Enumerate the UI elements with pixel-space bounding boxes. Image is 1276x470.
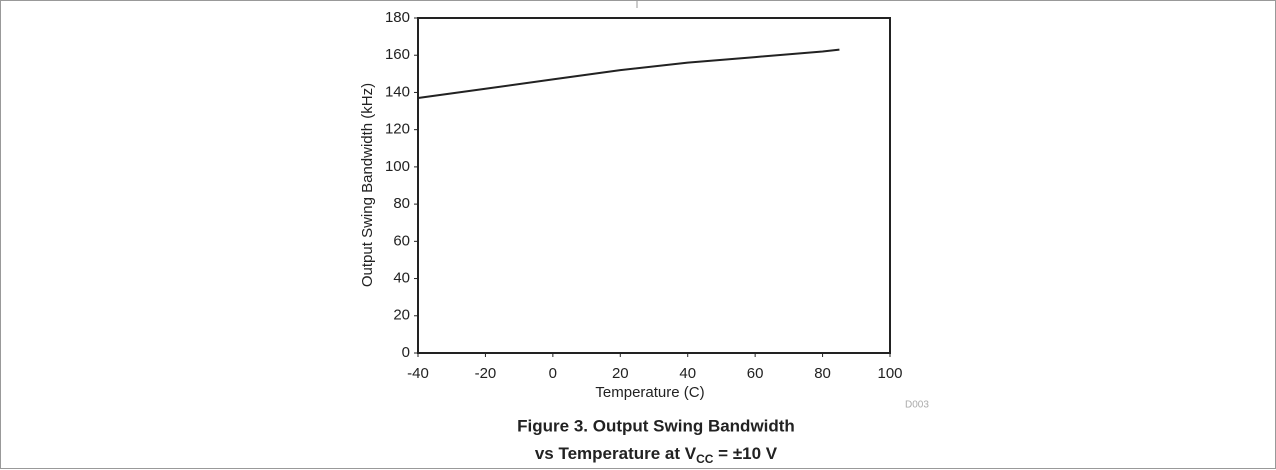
x-tick-label: 80 xyxy=(814,365,831,382)
caption-line: Figure 3. Output Swing Bandwidth xyxy=(517,416,795,435)
y-tick-label: 40 xyxy=(393,270,410,287)
x-tick-label: -40 xyxy=(407,365,429,382)
y-tick-label: 0 xyxy=(402,344,410,361)
y-tick-label: 180 xyxy=(385,9,410,26)
caption-text: = ±10 V xyxy=(713,444,777,463)
x-tick-label: -20 xyxy=(475,365,497,382)
y-tick-label: 160 xyxy=(385,46,410,63)
x-tick-label: 100 xyxy=(877,365,902,382)
caption-text: vs Temperature at V xyxy=(535,444,697,463)
x-tick-label: 40 xyxy=(679,365,696,382)
figure-code: D003 xyxy=(905,400,929,411)
x-axis-label: Temperature (C) xyxy=(595,384,704,401)
y-tick-label: 120 xyxy=(385,121,410,138)
x-tick-label: 60 xyxy=(747,365,764,382)
x-tick-label: 0 xyxy=(549,365,557,382)
y-axis-label: Output Swing Bandwidth (kHz) xyxy=(359,83,376,287)
y-tick-label: 100 xyxy=(385,158,410,175)
caption-line: vs Temperature at VCC = ±10 V xyxy=(535,444,778,466)
y-tick-label: 60 xyxy=(393,232,410,249)
caption-subscript: CC xyxy=(696,452,714,466)
data-line xyxy=(417,48,840,100)
y-tick-label: 80 xyxy=(393,195,410,212)
x-tick-label: 20 xyxy=(612,365,629,382)
y-tick-label: 140 xyxy=(385,83,410,100)
plot-frame xyxy=(417,17,891,354)
y-tick-label: 20 xyxy=(393,307,410,324)
